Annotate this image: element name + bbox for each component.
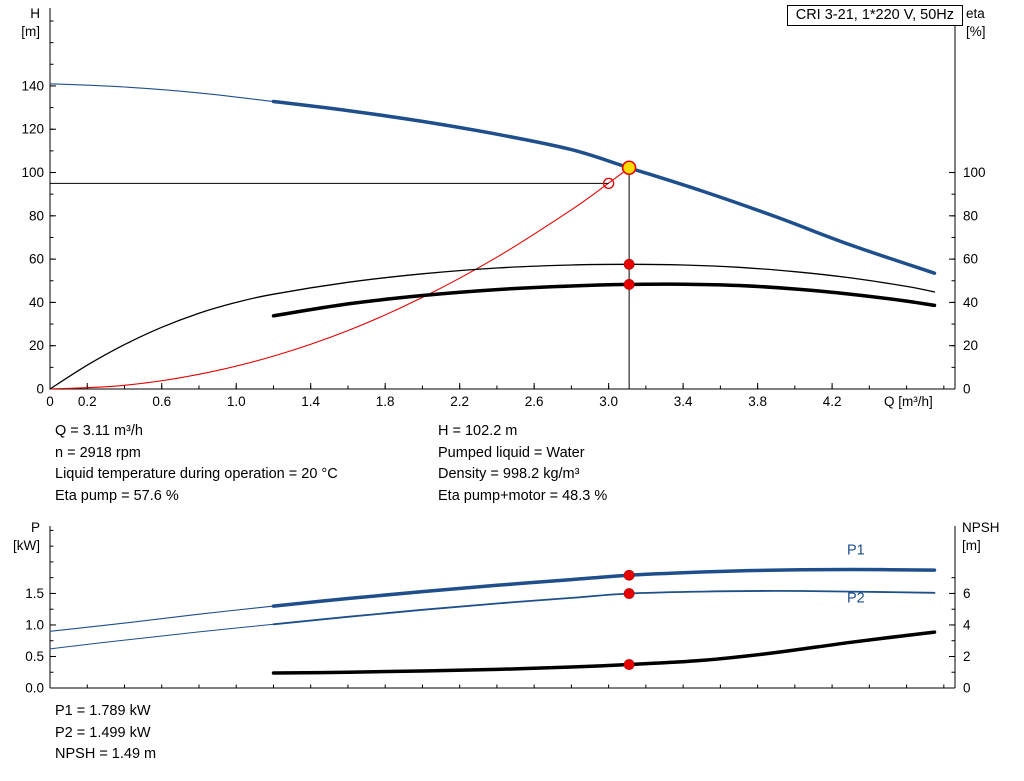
y-tick-label: 4 — [963, 617, 971, 632]
y-tick-label: 120 — [21, 122, 44, 137]
y-left-axis-title: H — [30, 6, 40, 21]
info-line-npsh: NPSH = 1.49 m — [55, 746, 157, 762]
x-tick-label: 1.0 — [227, 394, 246, 409]
y-left-axis-title: [m] — [21, 24, 40, 39]
x-axis-title: Q [m³/h] — [884, 394, 933, 409]
curve-eta-pump-motor-main — [271, 282, 937, 318]
npsh-point — [623, 659, 635, 670]
y-left-ticks — [50, 20, 56, 390]
y-tick-label: 80 — [963, 208, 978, 223]
info-line-p2: P2 = 1.499 kW — [55, 724, 151, 741]
info-line-eta-pump: Eta pump = 57.6 % — [55, 487, 179, 504]
y-tick-label: 0.0 — [25, 681, 44, 696]
x-tick-label: 3.8 — [748, 394, 767, 409]
p2-point — [623, 588, 635, 599]
y-right-axis-title: [%] — [966, 24, 986, 39]
power-info-column: P1 = 1.789 kW P2 = 1.499 kW NPSH = 1.49 … — [55, 701, 156, 766]
info-line-density: Density = 998.2 kg/m³ — [438, 466, 580, 482]
duty-info-left-column: Q = 3.11 m³/h n = 2918 rpm Liquid temper… — [55, 421, 338, 507]
x-tick-label: 0 — [46, 394, 54, 409]
x-ticks — [49, 383, 945, 389]
y-tick-label: 0.5 — [25, 649, 44, 664]
y-right-ticks — [949, 172, 955, 390]
curve-system-curve-main — [49, 167, 630, 390]
axes — [49, 8, 956, 390]
y-tick-label: 60 — [963, 252, 978, 267]
axes — [49, 526, 956, 689]
y-tick-label: 40 — [963, 295, 978, 310]
y-tick-label: 20 — [29, 338, 44, 353]
y-right-axis-title: eta — [966, 6, 985, 21]
curve-npsh — [271, 630, 937, 675]
curve-head-main — [271, 99, 937, 275]
y-tick-label: 2 — [963, 649, 971, 664]
info-line-eta-pump-motor: Eta pump+motor = 48.3 % — [438, 487, 608, 504]
curve-p2-main — [272, 589, 936, 626]
x-tick-label: 2.2 — [450, 394, 469, 409]
y-tick-label: 0 — [963, 382, 971, 397]
curve-system-curve — [49, 167, 630, 390]
y-left-ticks — [50, 529, 56, 689]
pump-title-box: CRI 3-21, 1*220 V, 50Hz — [786, 5, 963, 26]
x-tick-label: 1.4 — [301, 394, 320, 409]
y-left-axis-title: [kW] — [13, 538, 40, 553]
pump-title: CRI 3-21, 1*220 V, 50Hz — [795, 7, 954, 23]
y-right-ticks — [949, 577, 955, 689]
x-tick-label: 1.8 — [376, 394, 395, 409]
y-tick-label: 0 — [36, 382, 44, 397]
curve-p2 — [49, 589, 936, 650]
eta-pump-motor-point — [623, 279, 635, 290]
y-tick-label: 140 — [21, 78, 44, 93]
x-tick-label: 3.0 — [599, 394, 618, 409]
info-line-liquid: Pumped liquid = Water — [438, 444, 585, 461]
y-left-axis-title: P — [31, 520, 40, 535]
y-tick-label: 1.0 — [25, 617, 44, 632]
y-tick-label: 100 — [963, 165, 986, 180]
info-line-temperature: Liquid temperature during operation = 20… — [55, 466, 338, 482]
chart-qh-eta: 0 0.2 0.6 1.0 1.4 1.8 2.2 2.6 3.0 3.4 3.8 4.2 0 20 40 6… — [21, 6, 985, 409]
x-tick-label: 0.6 — [152, 394, 171, 409]
x-ticks — [49, 684, 945, 688]
curve-p1 — [49, 567, 937, 632]
curve-p2-thin — [49, 623, 274, 650]
x-tick-label: 2.6 — [525, 394, 544, 409]
curve-npsh-main — [271, 630, 937, 675]
y-tick-label: 80 — [29, 208, 44, 223]
x-tick-label: 4.2 — [823, 394, 842, 409]
y-tick-label: 40 — [29, 295, 44, 310]
y-tick-label: 0 — [963, 681, 971, 696]
y-tick-label: 100 — [21, 165, 44, 180]
info-line-flow: Q = 3.11 m³/h — [55, 423, 143, 439]
series-label-p1: P1 — [847, 542, 865, 558]
x-tick-label: 0.2 — [78, 394, 97, 409]
curve-p1-main — [271, 567, 937, 608]
y-tick-label: 60 — [29, 252, 44, 267]
info-line-speed: n = 2918 rpm — [55, 444, 141, 461]
requested-duty-point — [602, 177, 615, 189]
x-tick-label: 3.4 — [674, 394, 693, 409]
y-right-axis-title: NPSH — [962, 520, 1000, 535]
y-tick-label: 6 — [963, 586, 971, 601]
curve-eta-pump — [49, 263, 936, 390]
curve-p1-thin — [49, 605, 275, 632]
curve-eta-pump-motor — [271, 282, 937, 318]
curve-eta-pump-main — [49, 263, 936, 390]
series-label-p2: P2 — [847, 590, 865, 606]
y-tick-label: 20 — [963, 338, 978, 353]
curve-head — [49, 83, 937, 275]
operating-point — [621, 160, 637, 176]
chart-power-npsh: 0.0 0.5 1.0 1.5 0 2 4 6 P [kW] NPSH [m] P1 P2 — [13, 520, 1000, 696]
y-right-axis-title: [m] — [962, 538, 981, 553]
eta-pump-point — [623, 258, 635, 270]
duty-info-right-column: H = 102.2 m Pumped liquid = Water Densit… — [438, 421, 607, 507]
info-line-p1: P1 = 1.789 kW — [55, 703, 151, 719]
info-line-head: H = 102.2 m — [438, 423, 518, 439]
curve-head-thin — [49, 83, 275, 103]
p1-point — [623, 569, 635, 581]
y-tick-label: 1.5 — [25, 586, 44, 601]
